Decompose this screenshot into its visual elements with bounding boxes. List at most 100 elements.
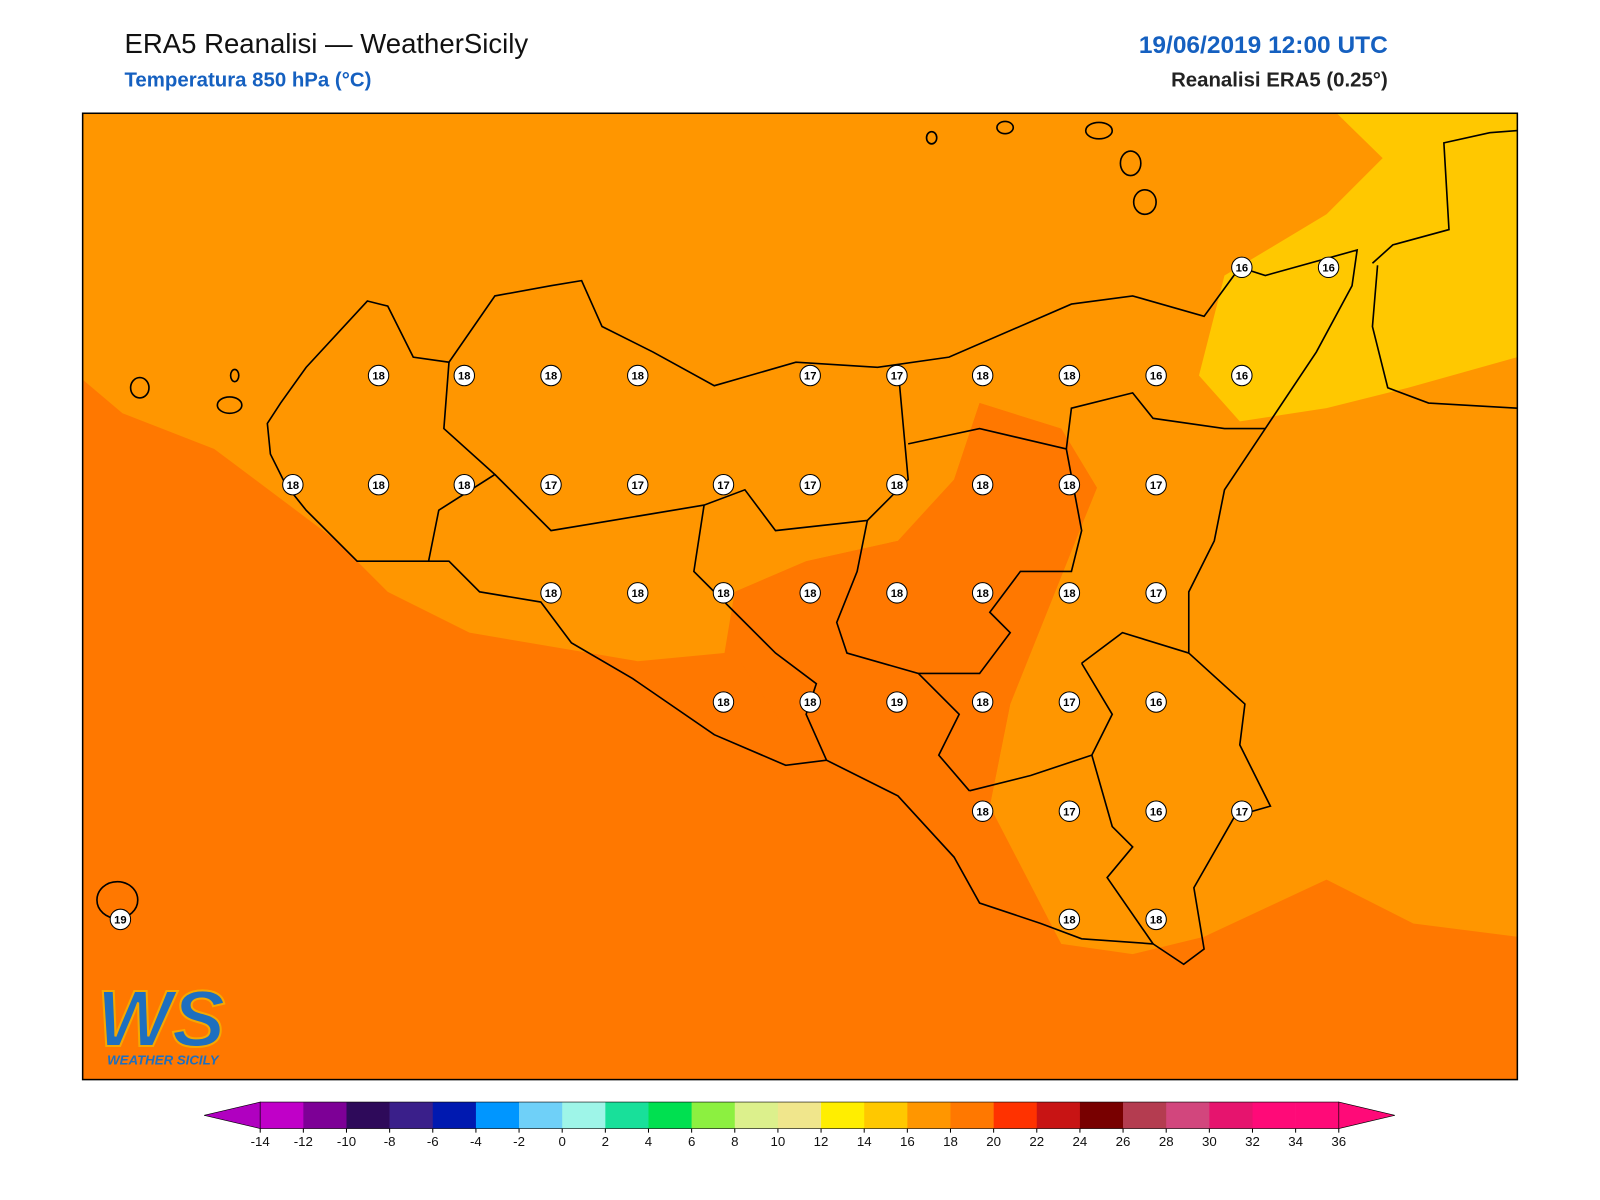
contour-warm-inner: [734, 403, 1097, 807]
station-value: 16: [1150, 697, 1162, 709]
colorbar-tick-label: -14: [251, 1134, 270, 1149]
colorbar-tick-label: 0: [559, 1134, 566, 1149]
colorbar-segment: [1036, 1102, 1081, 1129]
province-border: [835, 520, 971, 792]
station-value: 18: [545, 588, 557, 600]
station-value: 16: [1236, 371, 1248, 383]
station-value: 17: [545, 480, 557, 492]
station-value: 18: [976, 588, 988, 600]
station-value: 18: [976, 806, 988, 818]
station-value: 17: [891, 371, 903, 383]
station-marker: [971, 473, 994, 496]
colorbar-tick-label: 24: [1073, 1134, 1088, 1149]
island: [996, 120, 1015, 135]
station-marker: [1058, 473, 1081, 496]
province-border: [1091, 754, 1154, 945]
station-marker: [1231, 256, 1253, 279]
logo-mark: WS: [97, 974, 225, 1063]
station-marker: [540, 364, 562, 387]
island: [1119, 150, 1142, 177]
station-value: 18: [287, 480, 299, 492]
station-marker: [627, 473, 649, 496]
station-value: 18: [458, 480, 470, 492]
colorbar-segment: [1166, 1102, 1210, 1129]
colorbar-frame: [259, 1101, 1340, 1129]
station-value: 18: [976, 480, 988, 492]
station-value: 18: [804, 588, 816, 600]
colorbar-tick-label: 26: [1116, 1134, 1131, 1149]
colorbar-tick-label: 12: [814, 1134, 829, 1149]
colorbar-tick-label: 22: [1029, 1134, 1044, 1149]
province-border: [693, 504, 828, 761]
station-marker: [1145, 582, 1167, 604]
colorbar-segment: [864, 1102, 908, 1129]
colorbar-segment: [605, 1102, 649, 1129]
colorbar-segment: [1252, 1102, 1296, 1129]
subtitle: Temperatura 850 hPa (°C): [124, 70, 371, 92]
colorbar-tick-label: 20: [986, 1134, 1001, 1149]
station-value: 17: [1063, 806, 1075, 818]
station-marker: [453, 364, 475, 387]
station-value: 18: [1063, 588, 1075, 600]
colorbar-segment: [993, 1102, 1038, 1129]
station-value: 18: [632, 588, 644, 600]
station-value: 18: [717, 697, 729, 709]
colorbar-segment: [648, 1102, 692, 1129]
station-marker: [367, 473, 390, 496]
island: [1132, 188, 1157, 216]
colorbar-segment: [260, 1102, 304, 1129]
title: ERA5 Reanalisi — WeatherSicily: [124, 28, 528, 59]
colorbar-segment: [432, 1102, 477, 1129]
colorbar-tick-label: 6: [688, 1134, 695, 1149]
station-marker: [886, 473, 908, 496]
station-value: 17: [1236, 806, 1248, 818]
station-value: 16: [1322, 262, 1334, 274]
station-marker: [799, 691, 821, 713]
province-border: [907, 427, 1083, 675]
station-value: 19: [114, 914, 126, 926]
station-marker: [799, 473, 821, 496]
colorbar-segment: [389, 1102, 434, 1129]
colorbar-segment: [907, 1102, 951, 1129]
station-marker: [1058, 800, 1081, 822]
station-value: 19: [891, 697, 903, 709]
station-marker: [627, 364, 649, 387]
station-marker: [109, 908, 132, 931]
station-marker: [1231, 364, 1253, 387]
calabria-coast: [1371, 265, 1518, 409]
station-marker: [540, 473, 562, 496]
station-marker: [1058, 908, 1081, 931]
colorbar-segment: [519, 1102, 563, 1129]
station-value: 18: [976, 371, 988, 383]
station-value: 18: [1063, 371, 1075, 383]
station-marker: [712, 473, 735, 496]
station-value: 17: [1150, 480, 1162, 492]
colorbar-segment: [821, 1102, 865, 1129]
station-value: 18: [891, 480, 903, 492]
colorbar-tick-label: 16: [900, 1134, 915, 1149]
colorbar-tick-label: 18: [943, 1134, 958, 1149]
colorbar-tick-label: 30: [1202, 1134, 1217, 1149]
station-marker: [1145, 473, 1167, 496]
station-value: 18: [804, 697, 816, 709]
map-frame: [81, 112, 1519, 1081]
province-border: [1065, 391, 1266, 450]
station-value: 18: [1063, 914, 1075, 926]
station-labels: 16 16 18 18 18 18 17 17 18 18 16 16 18 18 18 17 17 17 17 18…: [109, 256, 1340, 931]
station-value: 18: [717, 588, 729, 600]
sicily-coast: [266, 248, 1359, 966]
colorbar-tick-label: 4: [645, 1134, 652, 1149]
colorbar-segment: [691, 1102, 736, 1129]
station-marker: [1145, 364, 1167, 387]
colorbar-tick-label: 34: [1288, 1134, 1303, 1149]
station-value: 17: [804, 371, 816, 383]
colorbar-segment: [1209, 1102, 1253, 1129]
station-marker: [971, 800, 994, 822]
colorbar-tick-label: -8: [384, 1134, 396, 1149]
station-marker: [1058, 582, 1081, 604]
island: [229, 368, 240, 383]
station-value: 17: [804, 480, 816, 492]
colorbar-tick-label: -6: [427, 1134, 439, 1149]
colorbar-tick-label: 32: [1245, 1134, 1260, 1149]
station-value: 18: [1063, 480, 1075, 492]
